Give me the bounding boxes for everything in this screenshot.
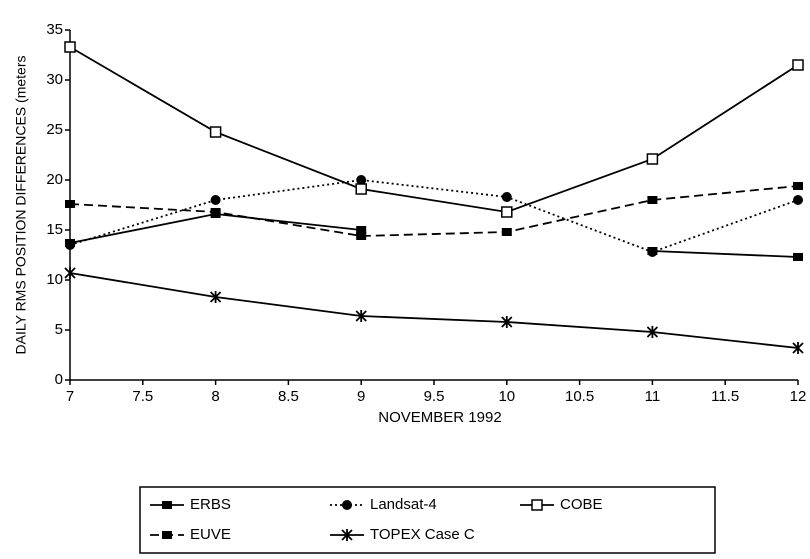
legend-marker <box>162 531 172 539</box>
marker <box>355 183 367 195</box>
marker <box>793 253 803 261</box>
series-line <box>69 213 362 244</box>
marker <box>793 182 803 190</box>
legend-marker <box>162 501 172 509</box>
legend-label: ERBS <box>190 496 231 513</box>
series-line <box>69 179 799 253</box>
y-tick-label: 30 <box>46 71 63 88</box>
marker <box>210 208 221 216</box>
legend-marker <box>341 529 353 541</box>
y-tick-label: 35 <box>46 21 63 38</box>
y-axis-label: DAILY RMS POSITION DIFFERENCES (meters <box>13 56 29 355</box>
marker <box>356 175 367 185</box>
legend-marker <box>342 500 352 510</box>
marker <box>501 206 513 218</box>
marker <box>501 192 512 202</box>
x-tick-label: 7 <box>66 388 74 405</box>
x-tick-label: 12 <box>790 388 807 405</box>
marker <box>355 310 367 322</box>
marker <box>792 342 804 354</box>
marker <box>65 240 75 250</box>
series-line <box>69 272 799 349</box>
x-tick-label: 10 <box>498 388 515 405</box>
legend-label: Landsat-4 <box>370 496 437 513</box>
y-tick-label: 20 <box>46 171 63 188</box>
marker <box>209 291 222 303</box>
y-tick-label: 25 <box>46 121 63 138</box>
legend-label: EUVE <box>190 526 231 543</box>
marker <box>793 195 803 205</box>
x-tick-label: 9 <box>357 388 365 405</box>
marker <box>64 267 76 279</box>
marker <box>356 226 367 234</box>
series-line <box>69 46 799 213</box>
x-tick-label: 11.5 <box>711 388 739 405</box>
x-tick-label: 8.5 <box>278 388 299 405</box>
marker <box>501 228 512 236</box>
y-tick-label: 15 <box>46 221 63 238</box>
legend-label: COBE <box>560 496 603 513</box>
marker <box>209 126 222 138</box>
legend-box <box>139 486 716 554</box>
legend-marker <box>531 499 543 511</box>
y-tick-label: 0 <box>55 371 63 388</box>
marker <box>356 232 367 240</box>
x-tick-label: 9.5 <box>424 388 445 405</box>
marker <box>210 195 221 205</box>
legend-label: TOPEX Case C <box>370 526 475 543</box>
x-tick-label: 10.5 <box>565 388 594 405</box>
marker <box>647 247 658 257</box>
series-line <box>652 250 799 258</box>
marker <box>792 59 804 71</box>
x-axis-label: NOVEMBER 1992 <box>378 409 501 426</box>
marker <box>64 41 76 53</box>
series-line <box>69 185 799 237</box>
y-tick-label: 10 <box>46 271 63 288</box>
marker <box>647 196 658 204</box>
marker <box>646 153 659 165</box>
x-tick-label: 8 <box>211 388 219 405</box>
x-tick-label: 7.5 <box>132 388 153 405</box>
x-tick-label: 11 <box>645 388 661 405</box>
y-tick-label: 5 <box>55 321 63 338</box>
marker <box>646 326 659 338</box>
marker <box>501 316 513 328</box>
marker <box>65 200 75 208</box>
